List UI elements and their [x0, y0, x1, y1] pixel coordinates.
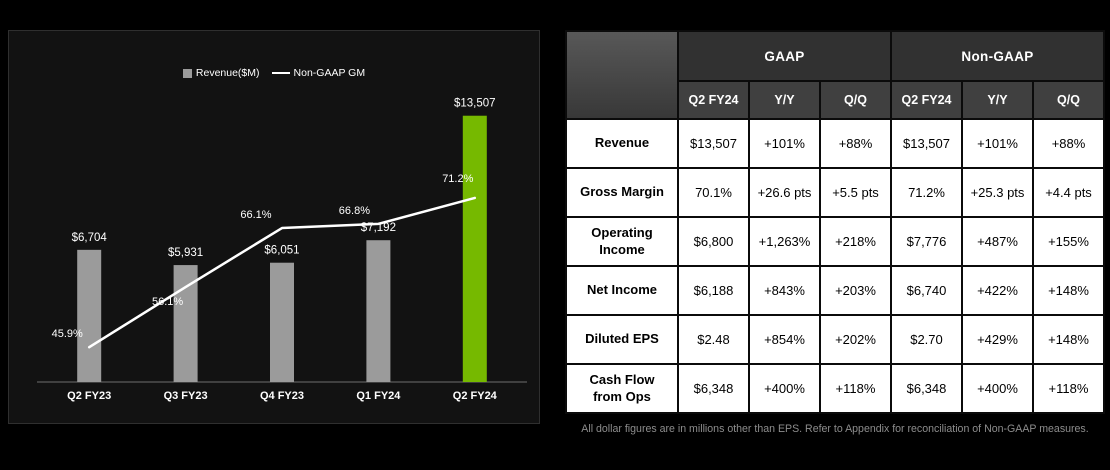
- revenue-bar: [462, 115, 487, 382]
- revenue-bar: [270, 262, 294, 382]
- col-header-nongaap-yy: Y/Y: [961, 80, 1034, 120]
- legend-label-gm: Non-GAAP GM: [293, 67, 366, 79]
- row-label-operating-income: Operating Income: [565, 216, 679, 267]
- table-cell: +101%: [961, 118, 1034, 169]
- group-header-gaap: GAAP: [677, 30, 892, 82]
- table-cell: +429%: [961, 314, 1034, 365]
- table-cell: +218%: [819, 216, 892, 267]
- bar-value-label: $13,507: [454, 98, 496, 110]
- table-row-revenue: Revenue $13,507 +101% +88% $13,507 +101%…: [565, 118, 1105, 169]
- table-cell: +101%: [748, 118, 821, 169]
- table-cell: $2.70: [890, 314, 963, 365]
- table-cell: +203%: [819, 265, 892, 316]
- col-header-gaap-yy: Y/Y: [748, 80, 821, 120]
- row-label-net-income: Net Income: [565, 265, 679, 316]
- chart-svg: $6,704 Q2 FY23 $5,931 Q3 FY23 $6,051 Q4 FY23 $…: [37, 98, 527, 402]
- table-cell: +148%: [1032, 314, 1105, 365]
- x-axis-label: Q3 FY23: [164, 390, 208, 402]
- table-cell: $6,348: [677, 363, 750, 414]
- chart-legend: Revenue($M) Non-GAAP GM: [9, 67, 539, 79]
- gm-point-label: 71.2%: [442, 173, 473, 185]
- gm-line: [87, 196, 477, 349]
- table-cell: $6,348: [890, 363, 963, 414]
- table-row-operating-income: Operating Income $6,800 +1,263% +218% $7…: [565, 216, 1105, 267]
- table-cell: $2.48: [677, 314, 750, 365]
- gm-line-swatch-icon: [271, 72, 290, 74]
- table-cell: $13,507: [890, 118, 963, 169]
- row-label-diluted-eps: Diluted EPS: [565, 314, 679, 365]
- gm-point-label: 66.1%: [240, 209, 271, 221]
- table-cell: +400%: [961, 363, 1034, 414]
- table-cell: +148%: [1032, 265, 1105, 316]
- table-cell: +25.3 pts: [961, 167, 1034, 218]
- table-corner-cell: [565, 30, 679, 120]
- table-row-net-income: Net Income $6,188 +843% +203% $6,740 +42…: [565, 265, 1105, 316]
- table-cell: $13,507: [677, 118, 750, 169]
- financials-table: GAAP Non-GAAP Q2 FY24 Y/Y Q/Q Q2 FY24 Y/…: [565, 30, 1105, 414]
- table-cell: +26.6 pts: [748, 167, 821, 218]
- revenue-bar-swatch-icon: [182, 68, 192, 78]
- table-cell: $6,800: [677, 216, 750, 267]
- group-header-non-gaap: Non-GAAP: [890, 30, 1105, 82]
- table-cell: +487%: [961, 216, 1034, 267]
- table-cell: +202%: [819, 314, 892, 365]
- table-cell: +1,263%: [748, 216, 821, 267]
- column-header-row: Q2 FY24 Y/Y Q/Q Q2 FY24 Y/Y Q/Q: [566, 80, 1105, 120]
- gm-point-label: 45.9%: [52, 328, 83, 340]
- bar-value-label: $6,704: [72, 232, 108, 244]
- table-cell: +854%: [748, 314, 821, 365]
- table-footnote: All dollar figures are in millions other…: [581, 423, 1089, 435]
- row-label-gross-margin: Gross Margin: [565, 167, 679, 218]
- legend-label-revenue: Revenue($M): [195, 67, 260, 79]
- col-header-gaap-q2fy24: Q2 FY24: [677, 80, 750, 120]
- financials-table-section: GAAP Non-GAAP Q2 FY24 Y/Y Q/Q Q2 FY24 Y/…: [565, 30, 1105, 435]
- row-label-revenue: Revenue: [565, 118, 679, 169]
- x-axis-label: Q2 FY24: [453, 390, 498, 402]
- table-cell: +4.4 pts: [1032, 167, 1105, 218]
- legend-item-revenue: Revenue($M): [182, 67, 260, 79]
- table-cell: +88%: [1032, 118, 1105, 169]
- col-header-nongaap-q2fy24: Q2 FY24: [890, 80, 963, 120]
- table-cell: 70.1%: [677, 167, 750, 218]
- x-axis-label: Q4 FY23: [260, 390, 304, 402]
- table-row-gross-margin: Gross Margin 70.1% +26.6 pts +5.5 pts 71…: [565, 167, 1105, 218]
- group-header-row: GAAP Non-GAAP: [565, 30, 1105, 120]
- table-row-cash-flow-from-ops: Cash Flow from Ops $6,348 +400% +118% $6…: [565, 363, 1105, 414]
- revenue-gm-chart-panel: Revenue($M) Non-GAAP GM $6,704 Q2 FY23 $5,…: [8, 30, 540, 424]
- col-header-gaap-qq: Q/Q: [819, 80, 892, 120]
- table-cell: +155%: [1032, 216, 1105, 267]
- table-cell: +400%: [748, 363, 821, 414]
- table-cell: +843%: [748, 265, 821, 316]
- legend-item-gm: Non-GAAP GM: [271, 67, 366, 79]
- table-cell: $7,776: [890, 216, 963, 267]
- gm-point-label: 66.8%: [339, 205, 370, 217]
- table-cell: $6,188: [677, 265, 750, 316]
- table-cell: +422%: [961, 265, 1034, 316]
- table-cell: +88%: [819, 118, 892, 169]
- table-cell: +5.5 pts: [819, 167, 892, 218]
- revenue-bar: [173, 265, 198, 382]
- bar-value-label: $6,051: [264, 245, 299, 257]
- revenue-bar: [366, 240, 391, 382]
- x-axis-label: Q1 FY24: [356, 390, 401, 402]
- table-row-diluted-eps: Diluted EPS $2.48 +854% +202% $2.70 +429…: [565, 314, 1105, 365]
- revenue-bar: [77, 249, 102, 382]
- x-axis-label: Q2 FY23: [67, 390, 111, 402]
- table-cell: $6,740: [890, 265, 963, 316]
- gm-point-label: 56.1%: [152, 296, 183, 308]
- col-header-nongaap-qq: Q/Q: [1032, 80, 1105, 120]
- table-cell: +118%: [819, 363, 892, 414]
- table-cell: +118%: [1032, 363, 1105, 414]
- row-label-cash-flow-from-ops: Cash Flow from Ops: [565, 363, 679, 414]
- table-cell: 71.2%: [890, 167, 963, 218]
- bar-value-label: $5,931: [168, 247, 203, 259]
